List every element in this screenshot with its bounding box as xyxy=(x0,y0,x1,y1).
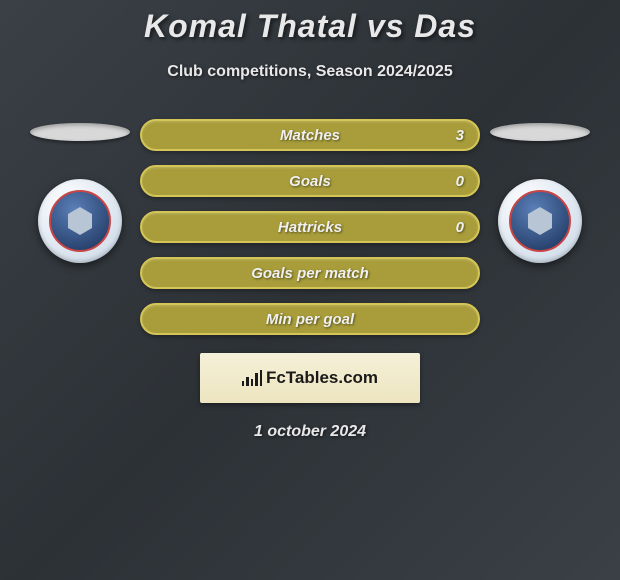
stat-row-goals: Goals 0 xyxy=(140,165,480,197)
stat-row-min-per-goal: Min per goal xyxy=(140,303,480,335)
club-badge-inner-right xyxy=(509,190,571,252)
stat-label: Hattricks xyxy=(278,219,342,236)
club-badge-left xyxy=(38,179,122,263)
branding-text: FcTables.com xyxy=(242,368,378,388)
stats-area: Matches 3 Goals 0 Hattricks 0 Goals per … xyxy=(0,119,620,335)
club-badge-inner-left xyxy=(49,190,111,252)
player-shadow-left xyxy=(30,123,130,141)
branding-box: FcTables.com xyxy=(200,353,420,403)
stats-bars: Matches 3 Goals 0 Hattricks 0 Goals per … xyxy=(140,119,480,335)
right-player-col xyxy=(480,119,600,263)
comparison-card: Komal Thatal vs Das Club competitions, S… xyxy=(0,0,620,441)
stat-row-goals-per-match: Goals per match xyxy=(140,257,480,289)
stat-value-right: 0 xyxy=(456,219,464,236)
club-badge-right xyxy=(498,179,582,263)
season-subtitle: Club competitions, Season 2024/2025 xyxy=(0,63,620,81)
stat-label: Goals xyxy=(289,173,331,190)
stat-value-right: 0 xyxy=(456,173,464,190)
stat-value-right: 3 xyxy=(456,127,464,144)
date-footer: 1 october 2024 xyxy=(0,423,620,441)
chart-icon xyxy=(242,370,262,386)
stat-label: Matches xyxy=(280,127,340,144)
page-title: Komal Thatal vs Das xyxy=(0,8,620,45)
stat-label: Min per goal xyxy=(266,311,354,328)
left-player-col xyxy=(20,119,140,263)
stat-row-hattricks: Hattricks 0 xyxy=(140,211,480,243)
stat-label: Goals per match xyxy=(251,265,369,282)
player-shadow-right xyxy=(490,123,590,141)
site-name: FcTables.com xyxy=(266,368,378,388)
stat-row-matches: Matches 3 xyxy=(140,119,480,151)
